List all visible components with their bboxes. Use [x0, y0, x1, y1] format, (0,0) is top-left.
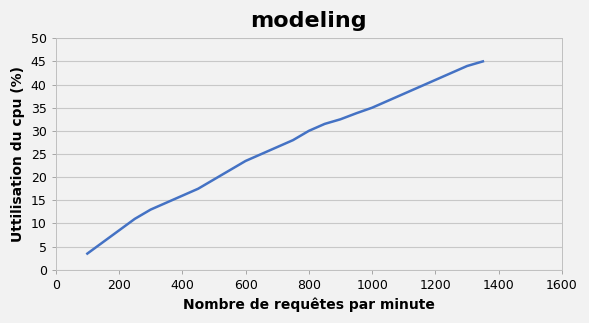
- Y-axis label: Uttilisation du cpu (%): Uttilisation du cpu (%): [11, 66, 25, 242]
- Title: modeling: modeling: [250, 11, 367, 31]
- X-axis label: Nombre de requêtes par minute: Nombre de requêtes par minute: [183, 297, 435, 312]
